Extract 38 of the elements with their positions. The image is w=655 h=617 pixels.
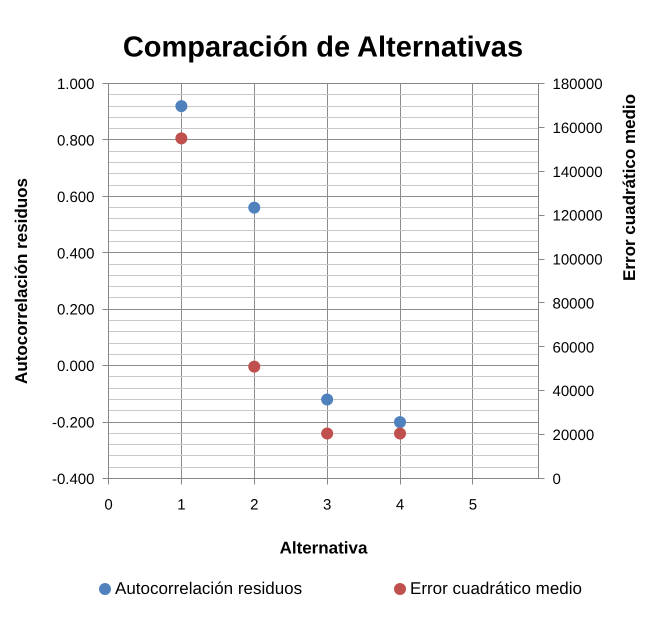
y2-tick-label: 160000 bbox=[552, 120, 603, 137]
y2-axis-title: Error cuadrático medio bbox=[620, 94, 640, 281]
x-tick-label: 2 bbox=[250, 496, 258, 514]
y2-tick-label: 180000 bbox=[552, 76, 603, 93]
point bbox=[175, 132, 188, 144]
y-tick-label: 0.800 bbox=[56, 132, 95, 150]
y-axis-title: Autocorrelación residuos bbox=[12, 178, 31, 384]
x-tick-label: 0 bbox=[104, 496, 113, 514]
chart-title: Comparación de Alternativas bbox=[122, 32, 524, 64]
point bbox=[394, 428, 406, 440]
x-axis-title: Alternativa bbox=[280, 538, 368, 558]
point bbox=[248, 202, 260, 214]
y-tick-label: -0.400 bbox=[52, 471, 95, 488]
y-tick-label: -0.200 bbox=[52, 414, 95, 432]
y2-tick-label: 80000 bbox=[552, 295, 594, 312]
y2-tick-label: 100000 bbox=[552, 252, 603, 269]
y-tick-label: 0.400 bbox=[56, 245, 95, 262]
point bbox=[175, 100, 188, 112]
legend-label: Error cuadrático medio bbox=[410, 578, 582, 600]
point bbox=[321, 428, 334, 440]
x-tick-label: 5 bbox=[468, 496, 478, 514]
x-tick-label: 4 bbox=[396, 496, 404, 514]
x-tick-label: 1 bbox=[177, 496, 186, 514]
point bbox=[321, 394, 334, 406]
legend-label: Autocorrelación residuos bbox=[115, 578, 302, 600]
y2-tick-label: 0 bbox=[552, 471, 561, 488]
y-tick-label: 0.000 bbox=[56, 358, 95, 376]
y-tick-label: 0.600 bbox=[56, 188, 95, 206]
y2-tick-label: 20000 bbox=[552, 427, 594, 444]
y2-tick-label: 40000 bbox=[552, 383, 594, 400]
y2-tick-label: 140000 bbox=[552, 164, 603, 181]
point bbox=[394, 416, 406, 428]
x-tick-label: 3 bbox=[322, 496, 332, 514]
y-tick-label: 1.000 bbox=[56, 76, 95, 93]
y-tick-label: 0.200 bbox=[56, 302, 95, 319]
point bbox=[248, 360, 260, 373]
y2-tick-label: 120000 bbox=[552, 208, 603, 225]
y2-tick-label: 60000 bbox=[552, 339, 594, 356]
